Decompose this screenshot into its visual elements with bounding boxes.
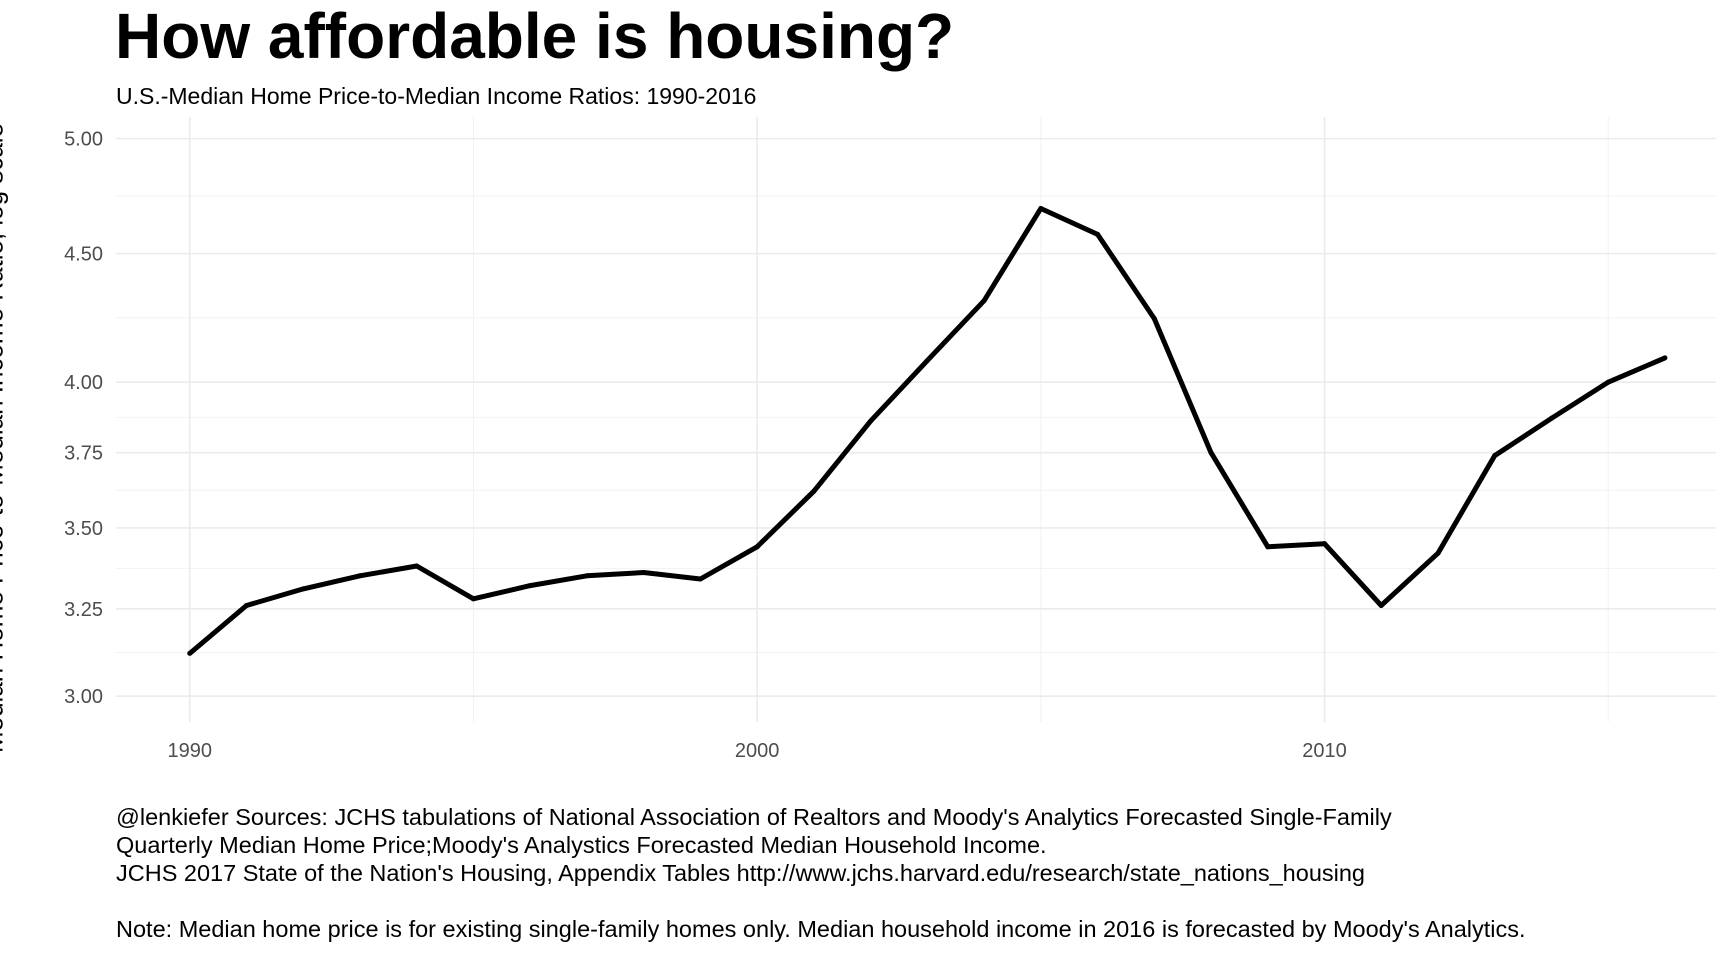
chart-title: How affordable is housing? <box>115 0 955 72</box>
data-point <box>187 650 193 656</box>
series-layer <box>187 205 1668 656</box>
data-point <box>300 586 306 592</box>
data-point <box>981 298 987 304</box>
y-tick-label: 3.50 <box>64 518 103 540</box>
y-tick-label: 3.25 <box>64 599 103 621</box>
caption-source-line-1: @lenkiefer Sources: JCHS tabulations of … <box>116 804 1392 830</box>
caption-source-line-2: Quarterly Median Home Price;Moody's Anal… <box>116 832 1047 858</box>
y-axis-tick-labels: 3.00 3.25 3.50 3.75 4.00 4.50 5.00 <box>64 129 103 709</box>
x-tick-label: 1990 <box>168 740 213 762</box>
data-point <box>697 576 703 582</box>
data-point <box>1038 205 1044 211</box>
y-tick-label: 5.00 <box>64 129 103 151</box>
y-tick-label: 4.50 <box>64 244 103 266</box>
data-point <box>1662 355 1668 361</box>
series-line <box>188 206 1666 656</box>
data-point <box>1208 450 1214 456</box>
data-point <box>414 563 420 569</box>
chart-subtitle: U.S.-Median Home Price-to-Median Income … <box>116 83 757 109</box>
data-point <box>641 570 647 576</box>
data-point <box>1151 316 1157 322</box>
data-point <box>357 573 363 579</box>
data-point <box>1605 379 1611 385</box>
data-point <box>243 603 249 609</box>
data-point <box>868 418 874 424</box>
major-gridlines <box>116 117 1716 722</box>
data-point <box>1435 550 1441 556</box>
x-tick-label: 2010 <box>1302 740 1347 762</box>
data-point <box>470 596 476 602</box>
data-point <box>1492 453 1498 459</box>
data-point <box>527 583 533 589</box>
data-point <box>1378 603 1384 609</box>
data-point <box>754 544 760 550</box>
data-point <box>1548 415 1554 421</box>
data-point <box>1322 541 1328 547</box>
minor-gridlines <box>116 117 1716 722</box>
caption-source-line-3: JCHS 2017 State of the Nation's Housing,… <box>116 860 1365 886</box>
x-tick-label: 2000 <box>735 740 780 762</box>
x-axis-tick-labels: 1990 2000 2010 <box>168 740 1347 762</box>
data-point <box>584 573 590 579</box>
data-point <box>1095 231 1101 237</box>
y-tick-label: 3.75 <box>64 443 103 465</box>
caption-note: Note: Median home price is for existing … <box>116 916 1526 942</box>
y-tick-label: 4.00 <box>64 372 103 394</box>
data-point <box>924 358 930 364</box>
data-point <box>811 488 817 494</box>
data-point <box>1265 544 1271 550</box>
y-tick-label: 3.00 <box>64 686 103 708</box>
